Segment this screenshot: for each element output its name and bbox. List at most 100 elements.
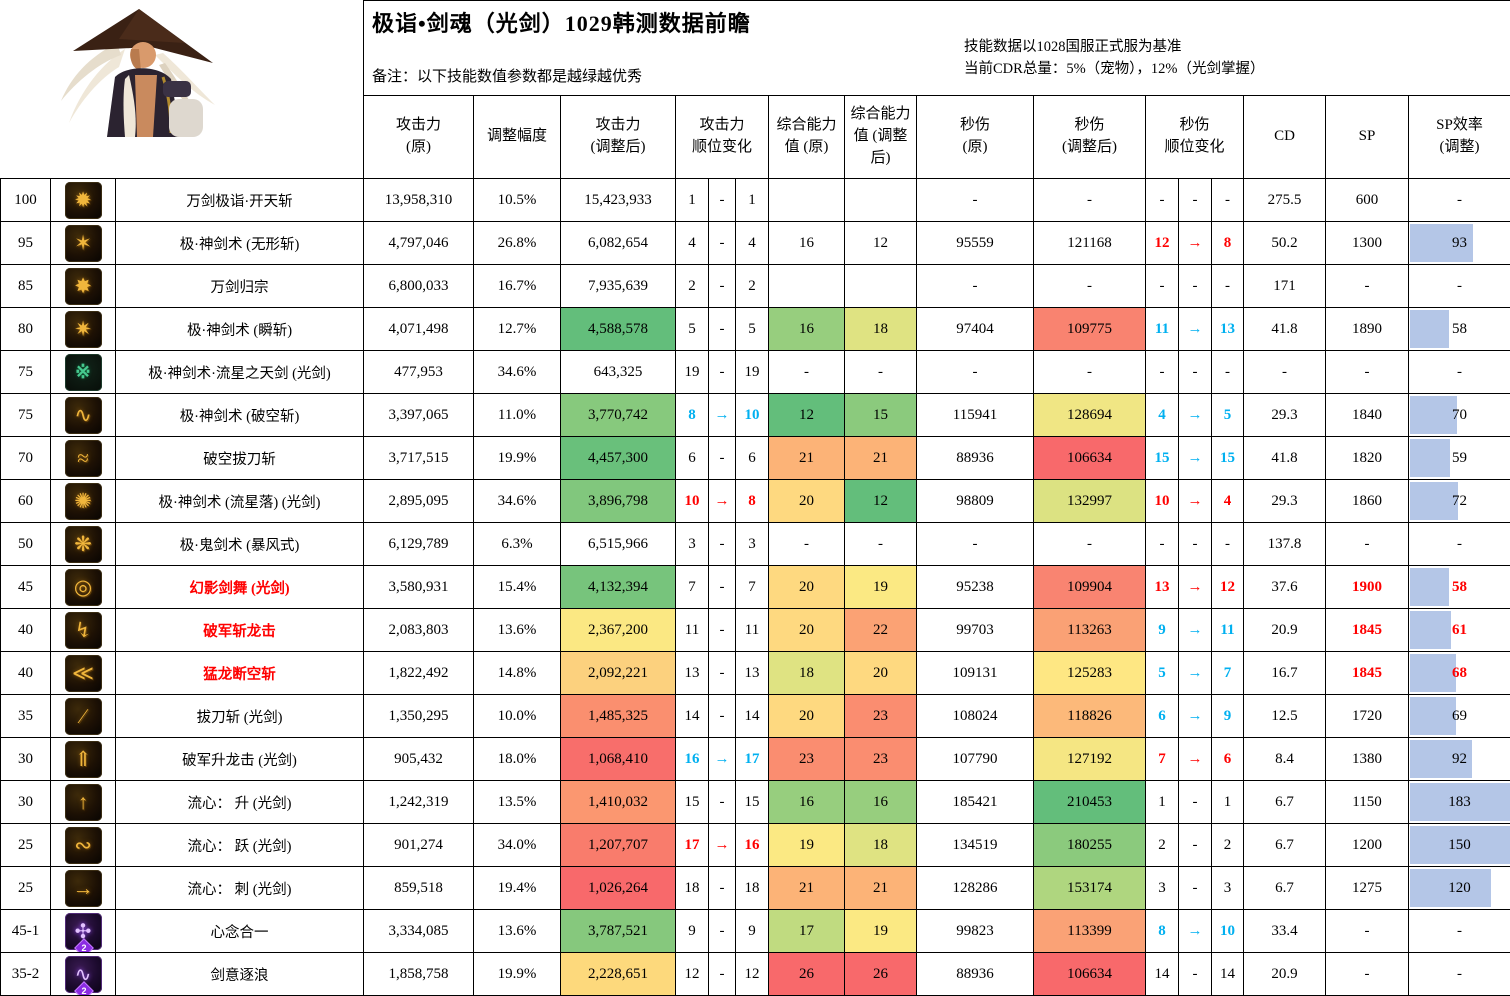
attack-rank-cell: 11 <box>736 609 769 652</box>
dps-original-cell: 88936 <box>917 953 1034 996</box>
dps-rank-cell: → <box>1179 308 1212 351</box>
attack-rank-cell: 5 <box>736 308 769 351</box>
skill-icon-glyph: ✶ <box>74 231 92 256</box>
attack-rank-cell: 15 <box>736 781 769 824</box>
comp-original-cell: - <box>769 523 845 566</box>
attack-original-cell: 4,797,046 <box>364 222 474 265</box>
attack-rank-cell: - <box>709 867 736 910</box>
dps-original-cell: 128286 <box>917 867 1034 910</box>
dps-rank-cell: 11 <box>1212 609 1244 652</box>
sp-efficiency-cell: - <box>1409 179 1510 222</box>
attack-rank-cell: 19 <box>736 351 769 394</box>
dps-adjusted-cell: 180255 <box>1034 824 1146 867</box>
dps-adjusted-cell: - <box>1034 523 1146 566</box>
attack-rank-cell: - <box>709 265 736 308</box>
attack-rank-cell: - <box>709 523 736 566</box>
dps-rank-cell: 4 <box>1146 394 1179 437</box>
dps-original-cell: 88936 <box>917 437 1034 480</box>
sp-cell: 1845 <box>1326 609 1409 652</box>
attack-original-cell: 859,518 <box>364 867 474 910</box>
level-cell: 70 <box>1 437 51 480</box>
comp-adjusted-cell <box>845 265 917 308</box>
attack-rank-cell: 17 <box>676 824 709 867</box>
attack-rank-cell: - <box>709 351 736 394</box>
skill-name-cell: 猛龙断空斩 <box>116 652 364 695</box>
sp-cell: - <box>1326 953 1409 996</box>
comp-original-cell <box>769 265 845 308</box>
skill-icon-cell: ∕ <box>51 695 116 738</box>
dps-adjusted-cell: 128694 <box>1034 394 1146 437</box>
cd-cell: 20.9 <box>1244 609 1326 652</box>
skill-icon-cell: ✣2 <box>51 910 116 953</box>
attack-adjusted-cell: 7,935,639 <box>561 265 676 308</box>
sp-cell: 1275 <box>1326 867 1409 910</box>
attack-adjusted-cell: 3,896,798 <box>561 480 676 523</box>
attack-rank-cell: 12 <box>676 953 709 996</box>
col-header-attack-original: 攻击力 (原) <box>364 96 474 179</box>
skill-icon-glyph: ≈ <box>77 446 89 471</box>
level-cell: 35 <box>1 695 51 738</box>
attack-rank-cell: → <box>709 480 736 523</box>
cd-cell: 29.3 <box>1244 394 1326 437</box>
dps-rank-cell: 14 <box>1212 953 1244 996</box>
attack-original-cell: 3,580,931 <box>364 566 474 609</box>
dps-original-cell: 99823 <box>917 910 1034 953</box>
skill-name-cell: 剑意逐浪 <box>116 953 364 996</box>
dps-rank-cell: → <box>1179 910 1212 953</box>
sp-efficiency-cell: - <box>1409 265 1510 308</box>
sp-efficiency-cell: - <box>1409 910 1510 953</box>
dps-rank-cell: - <box>1146 265 1179 308</box>
skill-name-cell: 流心： 刺 (光剑) <box>116 867 364 910</box>
attack-rank-cell: - <box>709 953 736 996</box>
dps-adjusted-cell: 106634 <box>1034 953 1146 996</box>
attack-rank-cell: 18 <box>676 867 709 910</box>
sp-efficiency-bar <box>1410 310 1449 348</box>
attack-adjusted-cell: 6,515,966 <box>561 523 676 566</box>
dps-original-cell: - <box>917 265 1034 308</box>
skill-name-cell: 极·神剑术 (瞬斩) <box>116 308 364 351</box>
cd-cell: 6.7 <box>1244 824 1326 867</box>
skill-name-cell: 幻影剑舞 (光剑) <box>116 566 364 609</box>
attack-adjusted-cell: 2,092,221 <box>561 652 676 695</box>
cd-cell: 171 <box>1244 265 1326 308</box>
skill-icon-cell: ↑ <box>51 781 116 824</box>
attack-rank-cell: 1 <box>676 179 709 222</box>
dps-adjusted-cell: 109904 <box>1034 566 1146 609</box>
dps-adjusted-cell: - <box>1034 265 1146 308</box>
dps-rank-cell: - <box>1179 523 1212 566</box>
dps-rank-cell: → <box>1179 652 1212 695</box>
notes-right: 技能数据以1028国服正式服为基准 当前CDR总量：5%（宠物），12%（光剑掌… <box>964 37 1264 81</box>
attack-adjusted-cell: 2,228,651 <box>561 953 676 996</box>
attack-rank-cell: 12 <box>736 953 769 996</box>
col-header-dps-adjusted: 秒伤 (调整后) <box>1034 96 1146 179</box>
attack-rank-cell: 17 <box>736 738 769 781</box>
comp-adjusted-cell: 12 <box>845 480 917 523</box>
comp-adjusted-cell: - <box>845 523 917 566</box>
comp-original-cell: 16 <box>769 222 845 265</box>
comp-original-cell: 19 <box>769 824 845 867</box>
dps-rank-cell: 9 <box>1146 609 1179 652</box>
skill-icon-glyph: ◎ <box>74 575 92 600</box>
dps-rank-cell: 12 <box>1146 222 1179 265</box>
skill-icon-glyph: → <box>73 876 94 901</box>
sp-efficiency-cell: 61 <box>1409 609 1510 652</box>
col-header-attack-adjusted: 攻击力 (调整后) <box>561 96 676 179</box>
dps-rank-cell: - <box>1146 523 1179 566</box>
dps-original-cell: 107790 <box>917 738 1034 781</box>
attack-rank-cell: 7 <box>676 566 709 609</box>
comp-adjusted-cell: 15 <box>845 394 917 437</box>
skill-icon: ↑ <box>65 784 102 821</box>
comp-adjusted-cell: 22 <box>845 609 917 652</box>
dps-rank-cell: 2 <box>1212 824 1244 867</box>
col-header-sp-efficiency: SP效率 (调整) <box>1409 96 1510 179</box>
sp-cell: - <box>1326 910 1409 953</box>
sp-cell: 1200 <box>1326 824 1409 867</box>
character-art <box>59 5 219 137</box>
dps-rank-cell: 9 <box>1212 695 1244 738</box>
comp-adjusted-cell: 23 <box>845 695 917 738</box>
dps-original-cell: 95559 <box>917 222 1034 265</box>
skill-icon: ∿ <box>65 397 102 434</box>
comp-adjusted-cell: 21 <box>845 437 917 480</box>
